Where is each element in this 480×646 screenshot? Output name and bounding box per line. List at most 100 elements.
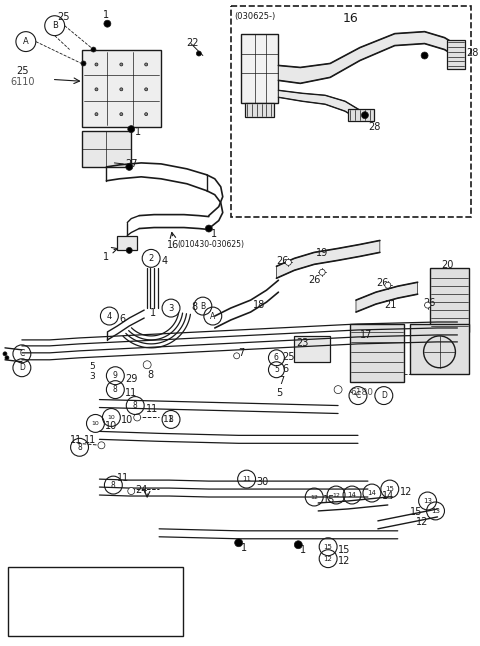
Text: 8: 8 xyxy=(111,481,116,490)
Circle shape xyxy=(286,259,291,266)
Text: 22: 22 xyxy=(186,37,198,48)
Text: 11: 11 xyxy=(163,415,175,424)
Circle shape xyxy=(3,352,7,356)
Circle shape xyxy=(91,47,96,52)
Text: 14: 14 xyxy=(382,491,394,501)
Text: 5: 5 xyxy=(276,388,283,398)
FancyBboxPatch shape xyxy=(117,236,137,251)
Text: 8: 8 xyxy=(133,401,138,410)
Circle shape xyxy=(143,360,151,369)
Text: 28: 28 xyxy=(368,122,380,132)
FancyBboxPatch shape xyxy=(348,109,374,121)
Polygon shape xyxy=(356,282,418,312)
Text: 29: 29 xyxy=(125,374,138,384)
Text: 6: 6 xyxy=(274,353,279,362)
Circle shape xyxy=(134,414,141,421)
Text: 2: 2 xyxy=(148,254,154,263)
Text: 3: 3 xyxy=(89,371,95,380)
Circle shape xyxy=(235,539,242,547)
Text: 9: 9 xyxy=(113,371,118,380)
Text: 10: 10 xyxy=(106,421,118,432)
Text: 4: 4 xyxy=(161,256,167,266)
Text: B: B xyxy=(200,302,205,311)
Text: 12: 12 xyxy=(332,492,340,497)
Text: 16: 16 xyxy=(343,12,359,25)
Text: 15: 15 xyxy=(409,507,422,517)
Text: 13: 13 xyxy=(431,508,440,514)
Text: 11: 11 xyxy=(146,404,158,413)
Text: 12: 12 xyxy=(416,517,428,527)
Circle shape xyxy=(205,225,212,232)
Text: 12: 12 xyxy=(310,495,318,499)
Text: 11: 11 xyxy=(117,473,130,483)
Text: 1: 1 xyxy=(211,229,217,238)
Text: 12: 12 xyxy=(324,556,333,561)
Circle shape xyxy=(98,442,105,449)
Text: D: D xyxy=(381,391,387,400)
Circle shape xyxy=(120,112,123,116)
Text: 7: 7 xyxy=(278,376,285,386)
Text: 14: 14 xyxy=(348,492,357,498)
Text: 15: 15 xyxy=(324,544,333,550)
Text: 4: 4 xyxy=(107,311,112,320)
Circle shape xyxy=(425,302,431,308)
Polygon shape xyxy=(278,32,455,83)
Text: 20: 20 xyxy=(442,260,454,271)
FancyBboxPatch shape xyxy=(82,131,131,167)
Text: 26: 26 xyxy=(423,298,436,308)
Polygon shape xyxy=(278,90,360,120)
Text: 1: 1 xyxy=(135,127,141,137)
Circle shape xyxy=(361,112,369,119)
Text: 15: 15 xyxy=(323,495,336,505)
Text: 3: 3 xyxy=(168,304,174,313)
FancyBboxPatch shape xyxy=(447,39,466,69)
Text: 1: 1 xyxy=(103,253,109,262)
Text: 12: 12 xyxy=(400,487,412,497)
Text: 25: 25 xyxy=(282,352,295,362)
Text: (010430-030625): (010430-030625) xyxy=(177,240,244,249)
Text: 11: 11 xyxy=(125,388,138,398)
Circle shape xyxy=(120,88,123,91)
Text: 6: 6 xyxy=(120,314,125,324)
Text: 12: 12 xyxy=(338,556,350,566)
Text: 25: 25 xyxy=(58,12,70,22)
Circle shape xyxy=(334,386,342,393)
FancyBboxPatch shape xyxy=(409,324,469,374)
Text: 25: 25 xyxy=(16,67,28,76)
Text: 10: 10 xyxy=(92,421,99,426)
Text: 26: 26 xyxy=(308,275,321,286)
Circle shape xyxy=(126,163,133,171)
Circle shape xyxy=(144,63,148,66)
Text: 5: 5 xyxy=(89,362,95,371)
Text: 8: 8 xyxy=(191,302,197,312)
Circle shape xyxy=(234,353,240,359)
Text: 19: 19 xyxy=(316,249,328,258)
Circle shape xyxy=(128,125,135,132)
FancyBboxPatch shape xyxy=(240,34,278,103)
Text: 13: 13 xyxy=(423,498,432,504)
Text: 11: 11 xyxy=(242,476,251,482)
Text: 1: 1 xyxy=(240,543,247,553)
Circle shape xyxy=(95,112,98,116)
Text: 15: 15 xyxy=(385,486,394,492)
Text: 10: 10 xyxy=(108,415,115,420)
Text: D: D xyxy=(19,363,25,372)
Text: 21: 21 xyxy=(384,300,396,310)
Circle shape xyxy=(319,269,325,275)
Text: 7: 7 xyxy=(239,348,245,358)
Text: 1: 1 xyxy=(150,308,156,318)
Text: 10: 10 xyxy=(121,415,133,426)
Circle shape xyxy=(126,247,132,253)
FancyBboxPatch shape xyxy=(294,336,330,362)
Text: 16: 16 xyxy=(167,240,180,251)
Text: C: C xyxy=(19,349,24,359)
Text: 26: 26 xyxy=(276,256,289,266)
Circle shape xyxy=(120,63,123,66)
Text: (030625-): (030625-) xyxy=(235,12,276,21)
Text: 8: 8 xyxy=(77,443,82,452)
FancyBboxPatch shape xyxy=(231,6,471,216)
Text: 27: 27 xyxy=(125,159,138,169)
Circle shape xyxy=(104,20,111,27)
FancyBboxPatch shape xyxy=(8,567,183,636)
Text: 6: 6 xyxy=(282,364,288,374)
